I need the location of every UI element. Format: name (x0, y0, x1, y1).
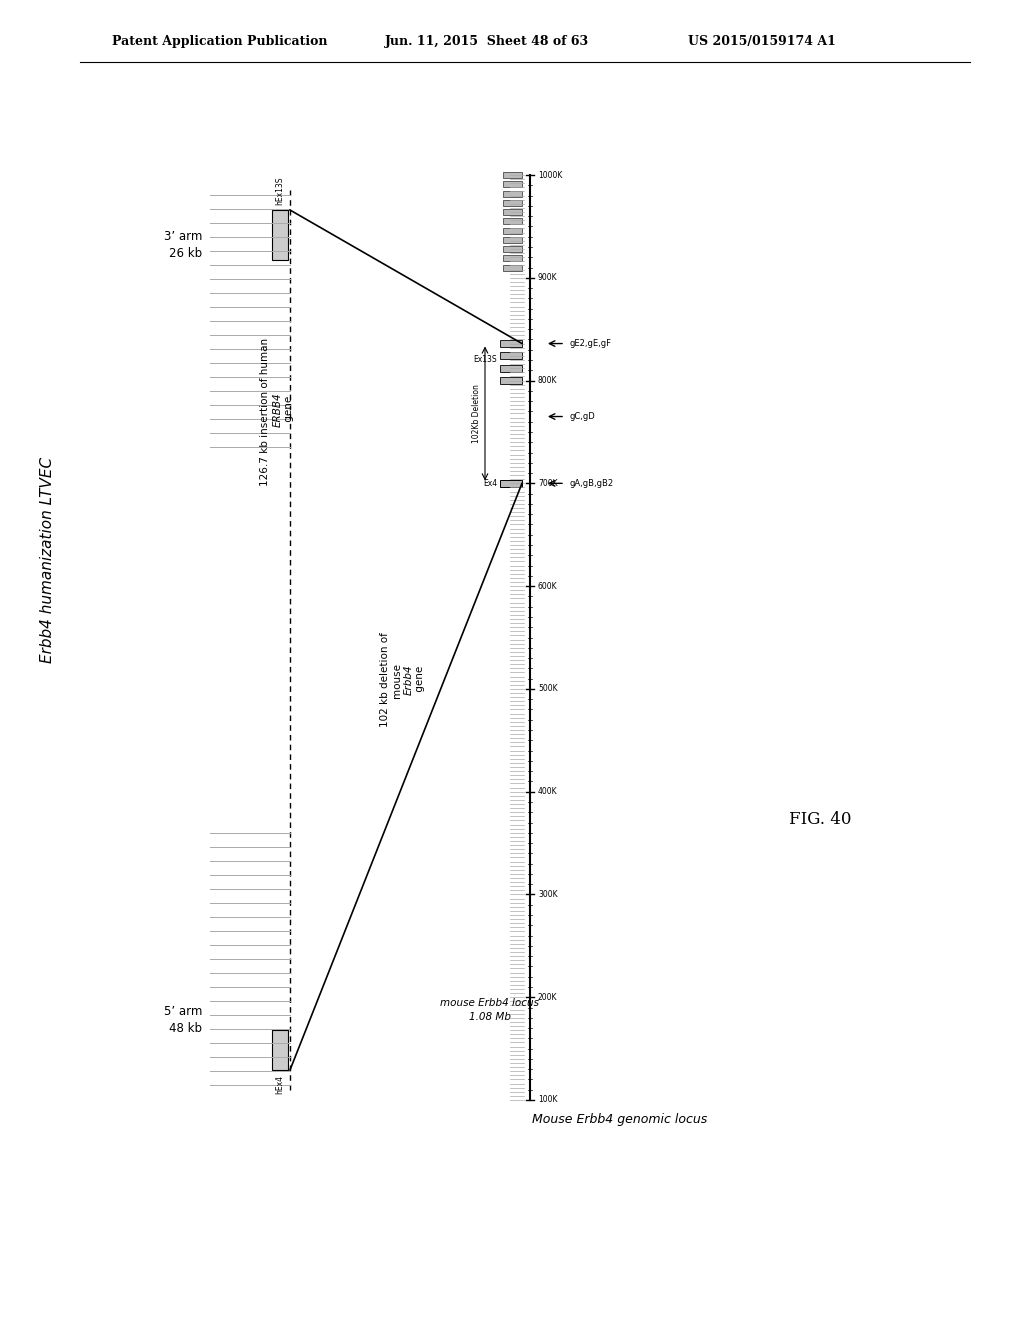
Text: 700K: 700K (538, 479, 558, 488)
Text: 5’ arm
48 kb: 5’ arm 48 kb (164, 1005, 202, 1035)
Text: hEx13S: hEx13S (275, 177, 285, 205)
Bar (500, 378, 522, 384)
Text: gE2,gE,gF: gE2,gE,gF (569, 339, 611, 348)
Bar (500, 341, 522, 347)
Text: hEx4: hEx4 (275, 1074, 285, 1094)
Text: 1000K: 1000K (538, 170, 562, 180)
Text: FIG. 40: FIG. 40 (788, 812, 851, 829)
Text: gene: gene (415, 665, 425, 694)
Text: Ex13S: Ex13S (473, 355, 497, 364)
Text: ERBB4: ERBB4 (273, 392, 283, 428)
Text: Erbb4: Erbb4 (404, 665, 414, 696)
Bar (503, 227, 522, 234)
Text: 102 kb deletion of: 102 kb deletion of (380, 632, 390, 727)
Bar (503, 236, 522, 243)
Bar (503, 181, 522, 187)
Bar (503, 255, 522, 261)
Text: 100K: 100K (538, 1096, 557, 1105)
Text: 300K: 300K (538, 890, 558, 899)
Text: Jun. 11, 2015  Sheet 48 of 63: Jun. 11, 2015 Sheet 48 of 63 (385, 36, 589, 49)
Text: 102Kb Deletion: 102Kb Deletion (472, 384, 481, 444)
Bar (503, 199, 522, 206)
Bar (503, 246, 522, 252)
Text: Mouse Erbb4 genomic locus: Mouse Erbb4 genomic locus (532, 1114, 708, 1126)
Bar (503, 218, 522, 224)
Text: 3’ arm
26 kb: 3’ arm 26 kb (164, 230, 202, 260)
Text: Ex4: Ex4 (483, 479, 497, 488)
Bar (272, 210, 288, 260)
Text: gene: gene (284, 396, 294, 425)
Bar (503, 190, 522, 197)
Text: 800K: 800K (538, 376, 557, 385)
Text: 126.7 kb insertion of human: 126.7 kb insertion of human (260, 334, 270, 486)
Bar (272, 1030, 288, 1071)
Text: US 2015/0159174 A1: US 2015/0159174 A1 (688, 36, 836, 49)
Text: Patent Application Publication: Patent Application Publication (112, 36, 328, 49)
Text: 200K: 200K (538, 993, 557, 1002)
Text: mouse: mouse (393, 661, 403, 700)
Bar (500, 364, 522, 372)
Text: Erbb4 humanization LTVEC: Erbb4 humanization LTVEC (41, 457, 55, 663)
Text: 600K: 600K (538, 582, 558, 590)
Text: mouse Erbb4 locus
1.08 Mb: mouse Erbb4 locus 1.08 Mb (440, 998, 540, 1022)
Text: 400K: 400K (538, 787, 558, 796)
Bar (503, 172, 522, 178)
Bar (503, 264, 522, 271)
Bar (500, 480, 522, 487)
Bar (500, 352, 522, 359)
Text: 900K: 900K (538, 273, 558, 282)
Bar (503, 209, 522, 215)
Text: gC,gD: gC,gD (569, 412, 595, 421)
Text: gA,gB,gB2: gA,gB,gB2 (569, 479, 613, 488)
Text: 500K: 500K (538, 684, 558, 693)
